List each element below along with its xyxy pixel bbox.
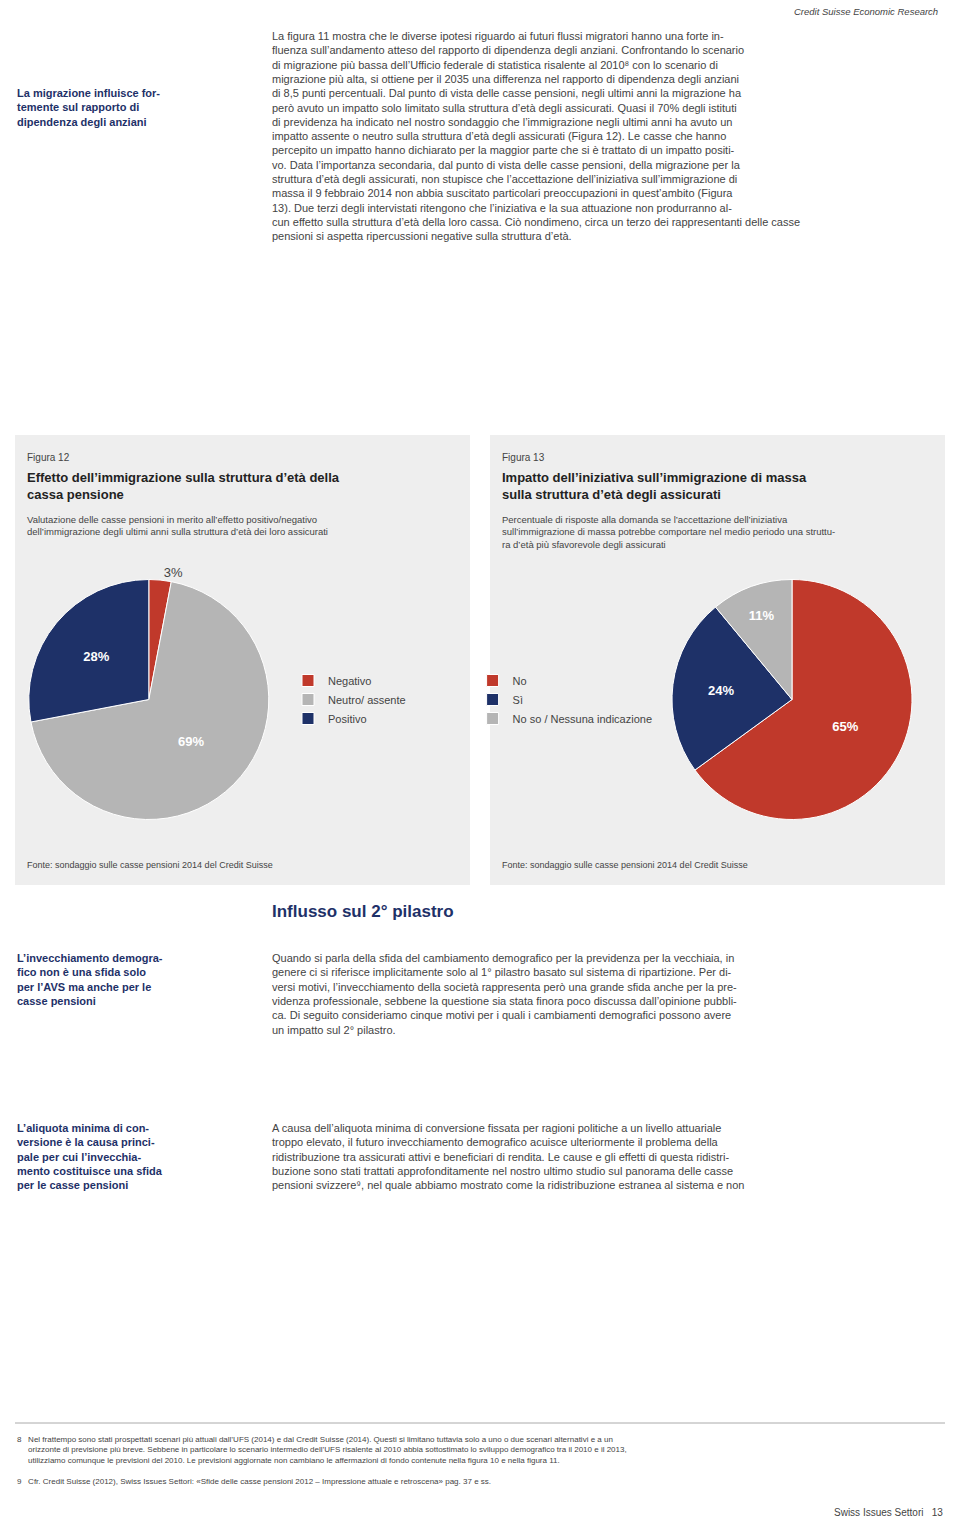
- svg-text:Percentuale di risposte alla d: Percentuale di risposte alla domanda se …: [502, 514, 835, 550]
- svg-text:69%: 69%: [178, 734, 204, 749]
- svg-text:28%: 28%: [83, 649, 109, 664]
- svg-text:Effetto dell’immigrazione sull: Effetto dell’immigrazione sulla struttur…: [27, 470, 340, 502]
- svg-text:Quando si parla della sfida de: Quando si parla della sfida del cambiame…: [272, 952, 737, 1036]
- svg-text:A causa dell’aliquota minima d: A causa dell’aliquota minima di conversi…: [272, 1122, 744, 1191]
- svg-text:Fonte: sondaggio sulle casse p: Fonte: sondaggio sulle casse pensioni 20…: [502, 860, 748, 870]
- svg-text:L’invecchiamento demogra-fico: L’invecchiamento demogra-fico non è una …: [17, 952, 163, 1007]
- svg-text:Sì: Sì: [513, 694, 523, 706]
- svg-text:La migrazione influisce for-te: La migrazione influisce for-temente sul …: [17, 87, 160, 128]
- svg-text:No so / Nessuna indicazione: No so / Nessuna indicazione: [513, 713, 652, 725]
- svg-text:3%: 3%: [164, 565, 183, 580]
- svg-text:8 Nel frattempo sono stati p: 8 Nel frattempo sono stati prospettati s…: [17, 1435, 627, 1486]
- svg-text:Swiss Issues Settori 13: Swiss Issues Settori 13: [834, 1507, 943, 1518]
- svg-text:Figura 13: Figura 13: [502, 452, 545, 463]
- svg-text:Negativo: Negativo: [328, 675, 371, 687]
- svg-text:La figura 11 mostra che le div: La figura 11 mostra che le diverse ipote…: [272, 30, 800, 242]
- svg-text:Valutazione delle casse pensio: Valutazione delle casse pensioni in meri…: [27, 514, 328, 537]
- svg-text:Impatto dell’iniziativa sull’i: Impatto dell’iniziativa sull’immigrazion…: [502, 470, 807, 502]
- svg-text:Influsso sul 2° pilastro: Influsso sul 2° pilastro: [272, 902, 454, 921]
- svg-text:Fonte: sondaggio sulle casse p: Fonte: sondaggio sulle casse pensioni 20…: [27, 860, 273, 870]
- svg-text:65%: 65%: [832, 719, 858, 734]
- svg-text:Credit Suisse Economic Researc: Credit Suisse Economic Research: [794, 6, 938, 17]
- svg-text:11%: 11%: [749, 608, 775, 623]
- svg-text:Figura 12: Figura 12: [27, 452, 70, 463]
- svg-text:Neutro/ assente: Neutro/ assente: [328, 694, 406, 706]
- svg-text:L’aliquota minima di con-versi: L’aliquota minima di con-versione è la c…: [17, 1122, 163, 1191]
- svg-text:Positivo: Positivo: [328, 713, 367, 725]
- svg-text:24%: 24%: [708, 683, 734, 698]
- svg-text:No: No: [513, 675, 527, 687]
